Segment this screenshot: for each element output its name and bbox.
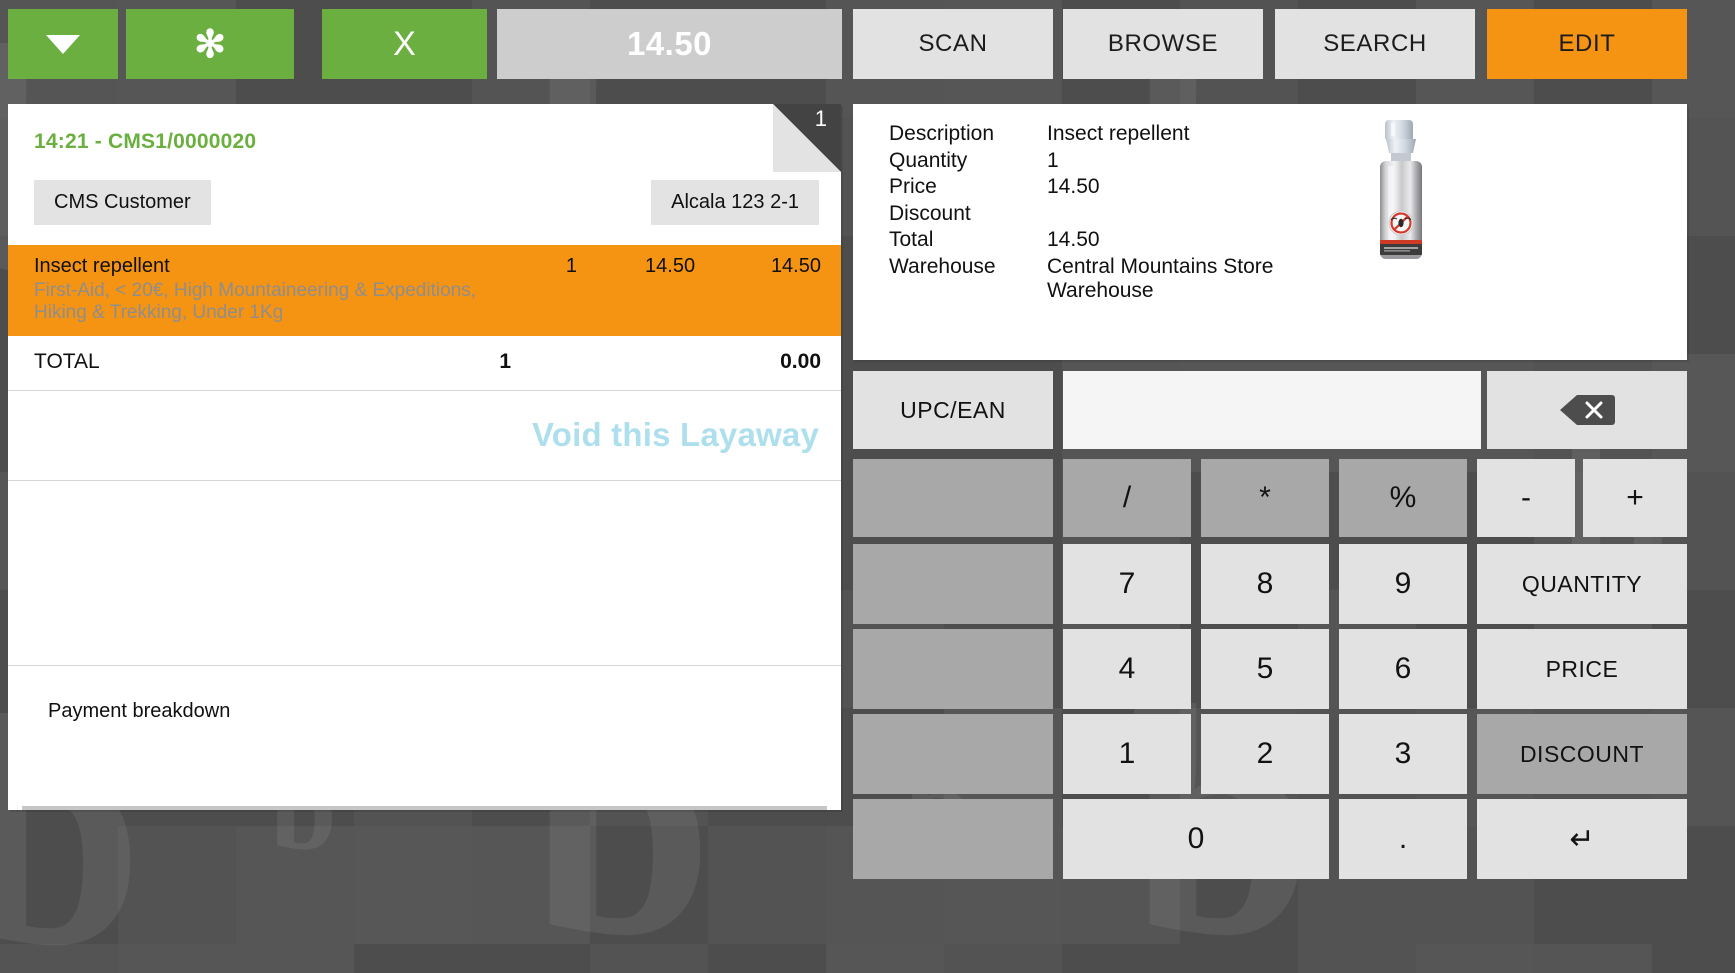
digit-8-button[interactable]: 8 (1201, 544, 1329, 624)
digit-5-button[interactable]: 5 (1201, 629, 1329, 709)
detail-label-warehouse: Warehouse (889, 254, 996, 278)
digit-1-button[interactable]: 1 (1063, 714, 1191, 794)
detail-value-quantity: 1 (1047, 148, 1059, 172)
void-layaway-button[interactable]: Void this Layaway (8, 391, 841, 481)
digit-7-button[interactable]: 7 (1063, 544, 1191, 624)
asterisk-button[interactable]: ✻ (126, 9, 294, 79)
scan-label: SCAN (918, 30, 988, 57)
multiply-button[interactable]: * (1201, 459, 1329, 537)
ticket-id: 14:21 - CMS1/0000020 (34, 130, 257, 153)
line-count-badge: 1 (814, 106, 827, 131)
ticket-line-qty: 1 (565, 255, 578, 277)
dropdown-button[interactable] (8, 9, 118, 79)
discount-button[interactable]: DISCOUNT (1477, 714, 1687, 794)
detail-value-total: 14.50 (1047, 228, 1100, 252)
detail-label-quantity: Quantity (889, 148, 968, 172)
amount-display: 14.50 (497, 9, 842, 79)
ticket-line-price: 14.50 (645, 255, 696, 277)
address-chip[interactable]: Alcala 123 2-1 (651, 180, 819, 225)
total-label: TOTAL (34, 349, 100, 373)
browse-label: BROWSE (1107, 30, 1219, 57)
total-qty: 1 (499, 349, 511, 373)
keypad-blank-2 (853, 544, 1053, 624)
ticket-panel: 1 14:21 - CMS1/0000020 CMS Customer Alca… (8, 104, 841, 810)
edit-button[interactable]: EDIT (1487, 9, 1687, 79)
detail-label-price: Price (889, 175, 937, 199)
asterisk-icon: ✻ (194, 23, 226, 66)
digit-0-button[interactable]: 0 (1063, 799, 1329, 879)
ticket-empty-area (8, 481, 841, 666)
browse-button[interactable]: BROWSE (1063, 9, 1263, 79)
detail-value-discount (1047, 202, 1273, 227)
panel-bottom-divider (22, 806, 827, 810)
enter-button[interactable]: ↵ (1477, 799, 1687, 879)
ticket-meta-row: CMS Customer Alcala 123 2-1 (8, 154, 841, 225)
numeric-keypad: UPC/EAN / * % - + 7 8 9 QUANTITY 4 5 6 P… (853, 371, 1687, 971)
keypad-blank-3 (853, 629, 1053, 709)
ticket-line-row[interactable]: Insect repellent First-Aid, < 20€, High … (8, 245, 841, 336)
total-amount: 0.00 (780, 349, 821, 373)
keypad-blank-5 (853, 799, 1053, 879)
ticket-line-total: 14.50 (770, 255, 821, 277)
keypad-blank-4 (853, 714, 1053, 794)
top-toolbar: ✻ X 14.50 SCAN BROWSE SEARCH EDIT (0, 0, 1735, 88)
customer-chip[interactable]: CMS Customer (34, 180, 211, 225)
backspace-button[interactable] (1487, 371, 1687, 449)
search-button[interactable]: SEARCH (1275, 9, 1475, 79)
keypad-blank-1 (853, 459, 1053, 537)
ticket-lines: Insect repellent First-Aid, < 20€, High … (8, 245, 841, 336)
detail-label-discount: Discount (889, 201, 971, 225)
decimal-point-button[interactable]: . (1339, 799, 1467, 879)
digit-4-button[interactable]: 4 (1063, 629, 1191, 709)
edit-label: EDIT (1558, 30, 1616, 57)
insect-repellent-spray-bottle-icon (1380, 120, 1422, 259)
price-button[interactable]: PRICE (1477, 629, 1687, 709)
close-icon: X (393, 24, 416, 63)
enter-arrow-icon: ↵ (1569, 822, 1595, 856)
quantity-button[interactable]: QUANTITY (1477, 544, 1687, 624)
scan-button[interactable]: SCAN (853, 9, 1053, 79)
keypad-input[interactable] (1063, 371, 1481, 449)
product-detail-panel: Description Insect repellent Quantity 1 … (853, 104, 1687, 360)
line-count-corner-fold: 1 (773, 104, 841, 172)
ticket-line-name: Insect repellent (34, 255, 170, 277)
detail-label-description: Description (889, 122, 995, 145)
detail-value-warehouse: Central Mountains Store Warehouse (1047, 254, 1274, 303)
digit-9-button[interactable]: 9 (1339, 544, 1467, 624)
detail-value-description: Insect repellent (1047, 122, 1190, 145)
amount-value: 14.50 (626, 25, 713, 62)
ticket-line-description: Insect repellent First-Aid, < 20€, High … (34, 255, 522, 324)
product-detail-fields: Description Insect repellent Quantity 1 … (889, 122, 1273, 360)
ticket-total-row: TOTAL 1 0.00 (8, 336, 841, 391)
upc-ean-button[interactable]: UPC/EAN (853, 371, 1053, 449)
digit-6-button[interactable]: 6 (1339, 629, 1467, 709)
caret-down-icon (46, 34, 80, 54)
payment-breakdown-label: Payment breakdown (48, 700, 231, 722)
close-button[interactable]: X (322, 9, 487, 79)
void-layaway-label: Void this Layaway (531, 416, 819, 454)
backspace-icon (1559, 393, 1615, 427)
divide-button[interactable]: / (1063, 459, 1191, 537)
digit-2-button[interactable]: 2 (1201, 714, 1329, 794)
digit-3-button[interactable]: 3 (1339, 714, 1467, 794)
search-label: SEARCH (1323, 30, 1427, 57)
payment-breakdown-section[interactable]: Payment breakdown (8, 666, 841, 806)
corner-fold-light (773, 104, 841, 172)
percent-button[interactable]: % (1339, 459, 1467, 537)
ticket-line-tags: First-Aid, < 20€, High Mountaineering & … (34, 280, 476, 323)
detail-label-total: Total (889, 228, 934, 252)
minus-button[interactable]: - (1477, 459, 1575, 537)
plus-button[interactable]: + (1583, 459, 1687, 537)
detail-value-price: 14.50 (1047, 175, 1100, 199)
